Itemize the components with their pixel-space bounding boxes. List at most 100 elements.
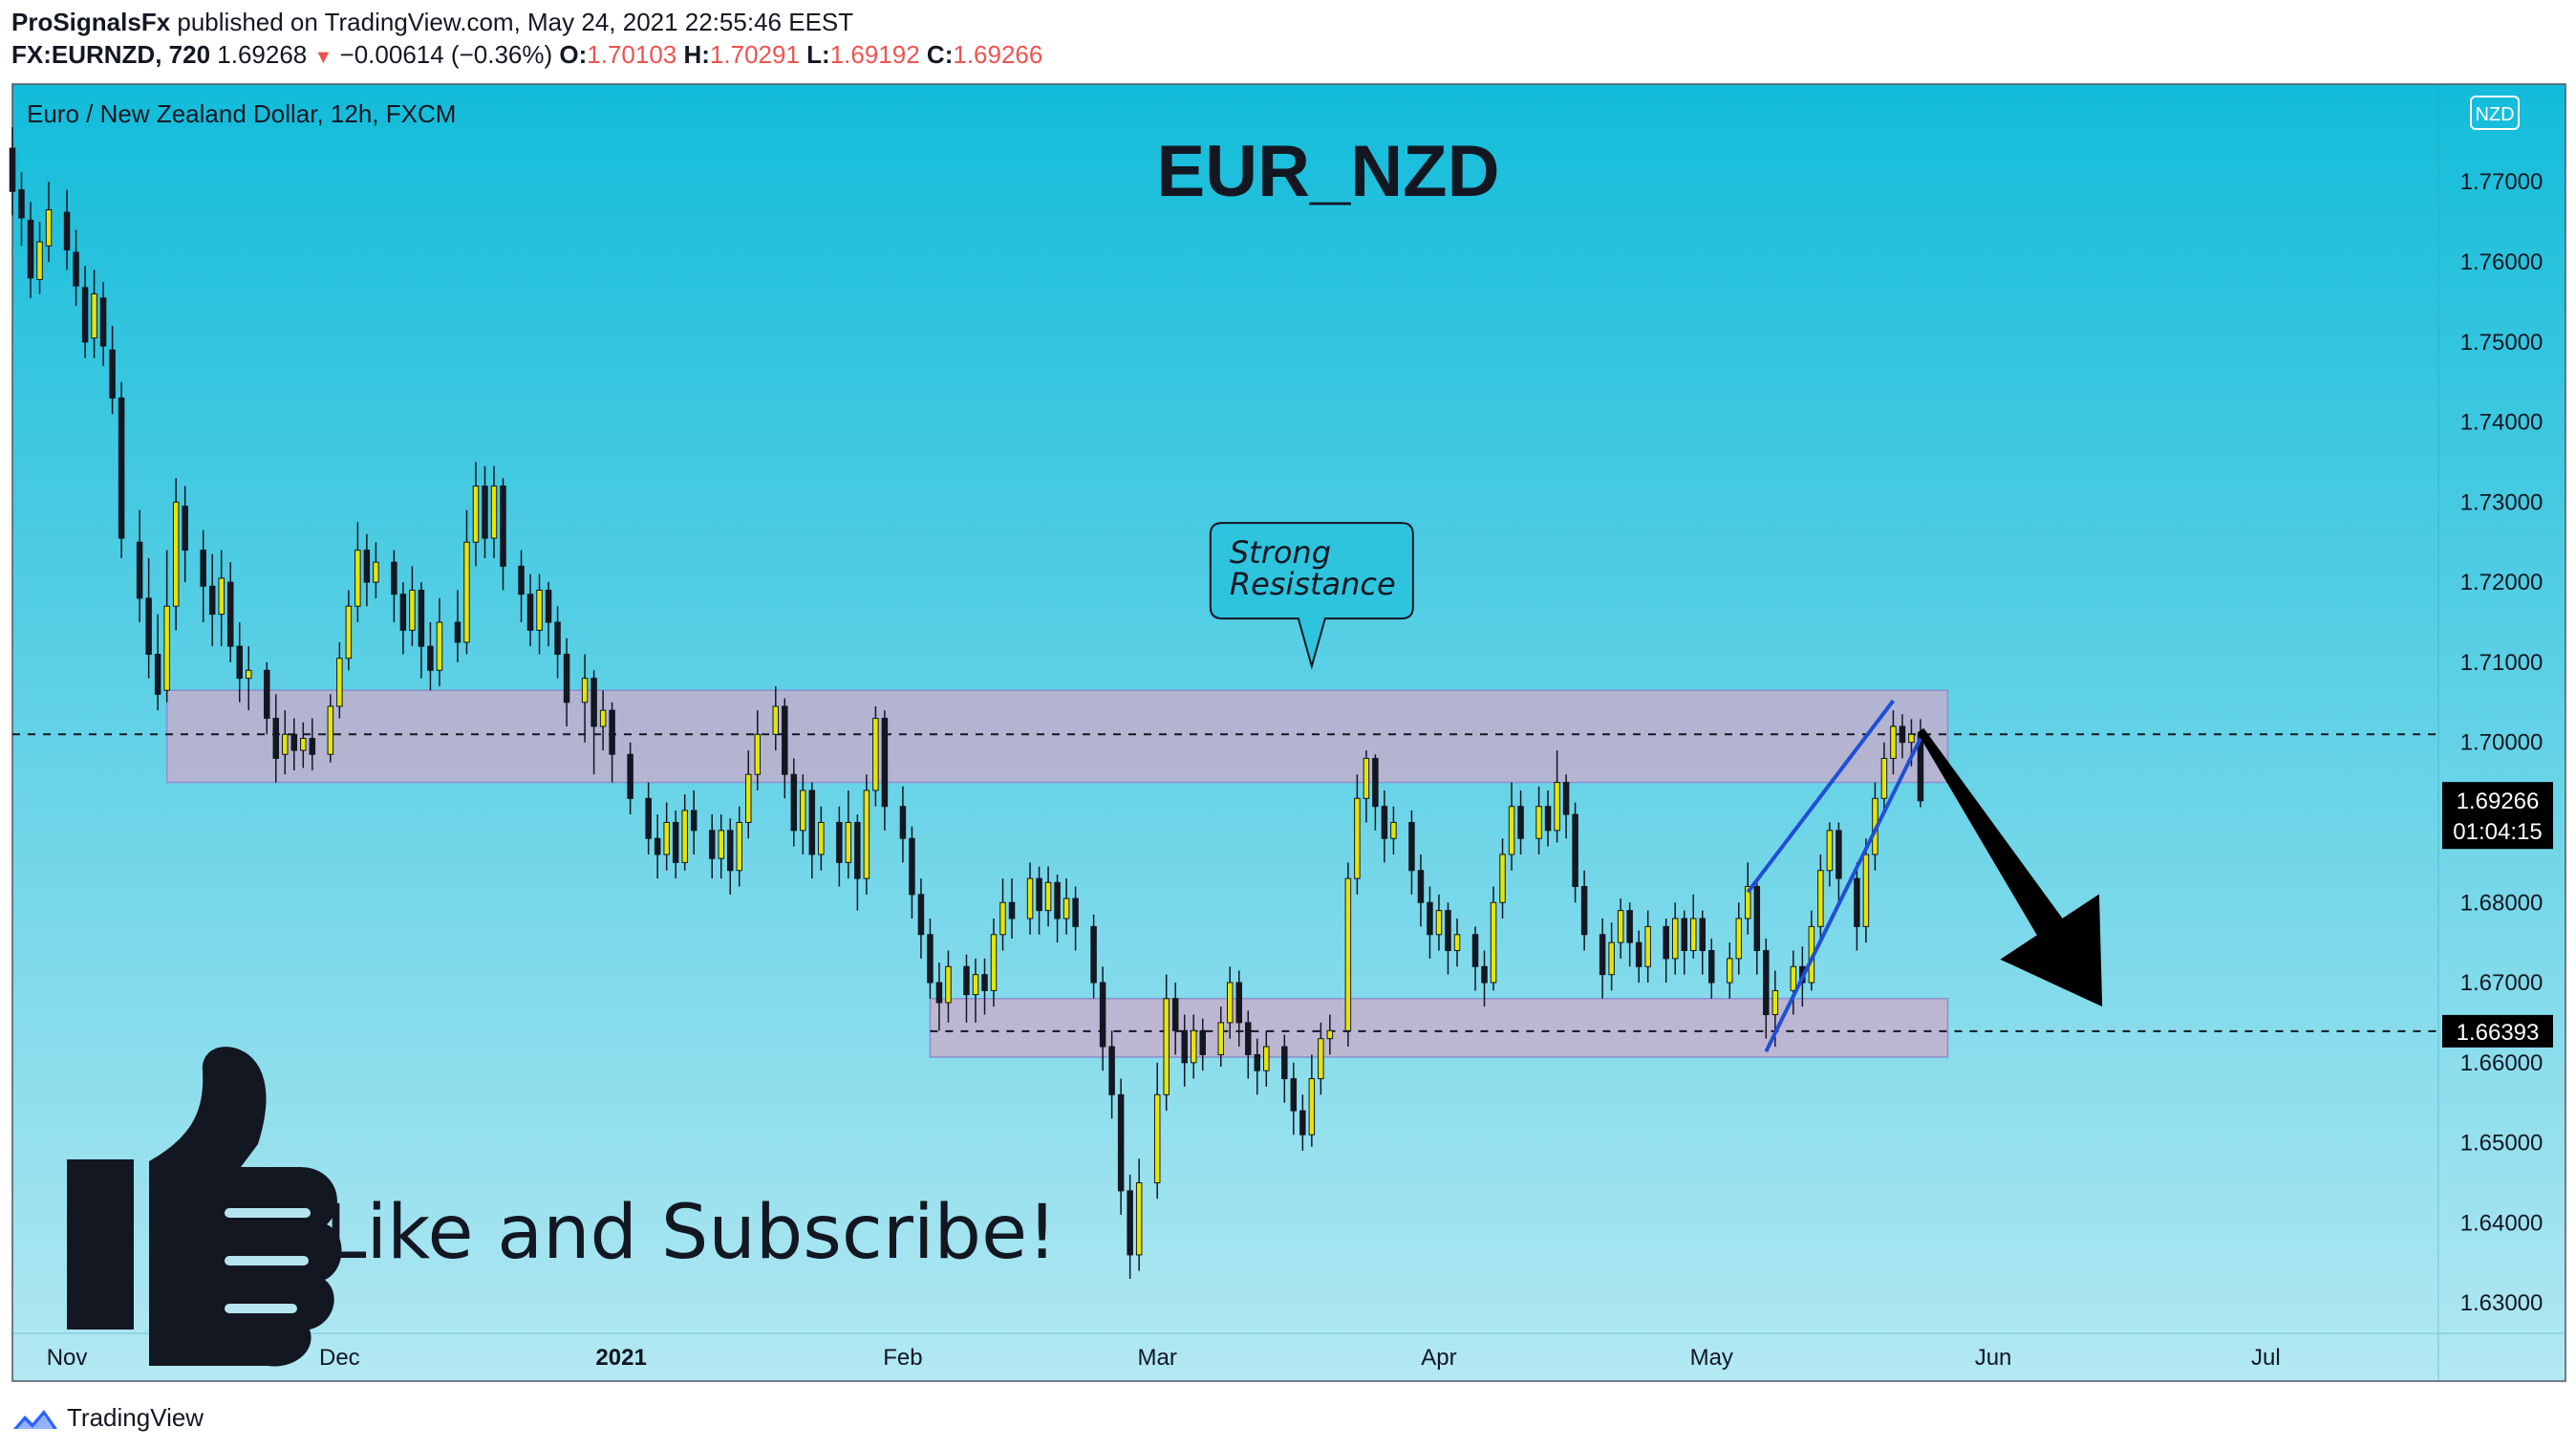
candle[interactable]	[1326, 1029, 1334, 1040]
candle[interactable]	[300, 737, 307, 751]
candle[interactable]	[1453, 934, 1461, 952]
candle[interactable]	[1171, 998, 1179, 1031]
candle[interactable]	[609, 709, 615, 755]
candle[interactable]	[681, 810, 688, 863]
channel-upper-line[interactable]	[1746, 699, 1896, 894]
candle[interactable]	[726, 830, 734, 872]
candle[interactable]	[627, 753, 633, 799]
candle[interactable]	[1036, 877, 1042, 912]
candle[interactable]	[1153, 1093, 1161, 1183]
last-price-tag[interactable]	[2442, 782, 2553, 850]
candle[interactable]	[708, 830, 716, 859]
candle[interactable]	[800, 789, 806, 832]
candle[interactable]	[1626, 910, 1633, 943]
candle[interactable]	[754, 733, 762, 775]
candle[interactable]	[945, 965, 952, 1004]
candle[interactable]	[1753, 885, 1761, 952]
candle[interactable]	[1899, 725, 1906, 744]
candle[interactable]	[1127, 1190, 1133, 1256]
candle[interactable]	[1117, 1093, 1125, 1192]
candle[interactable]	[1699, 918, 1706, 952]
candle[interactable]	[264, 669, 270, 720]
candle[interactable]	[290, 733, 298, 751]
candle[interactable]	[1199, 1029, 1206, 1055]
candle[interactable]	[518, 565, 525, 595]
candle[interactable]	[690, 810, 698, 832]
candle[interactable]	[1408, 821, 1415, 872]
candle[interactable]	[1562, 782, 1570, 815]
candle[interactable]	[1263, 1046, 1270, 1071]
candle[interactable]	[1235, 982, 1243, 1024]
tradingview-footer[interactable]: TradingView	[11, 1403, 204, 1433]
candle[interactable]	[1635, 941, 1642, 967]
candle[interactable]	[536, 590, 543, 631]
candle[interactable]	[790, 773, 798, 832]
candle[interactable]	[1471, 934, 1479, 967]
candle[interactable]	[1372, 757, 1379, 808]
candle[interactable]	[1735, 918, 1743, 960]
candle[interactable]	[1835, 830, 1842, 879]
candle[interactable]	[118, 397, 125, 539]
candle[interactable]	[1908, 733, 1915, 744]
candle[interactable]	[154, 654, 161, 695]
candle[interactable]	[1517, 806, 1524, 839]
candle[interactable]	[472, 486, 480, 543]
candle[interactable]	[1681, 918, 1687, 952]
candle[interactable]	[327, 705, 334, 755]
candle[interactable]	[409, 590, 416, 631]
candle[interactable]	[1099, 982, 1106, 1048]
candle[interactable]	[526, 594, 534, 631]
candle[interactable]	[1363, 757, 1370, 799]
candle[interactable]	[1826, 830, 1834, 872]
candle[interactable]	[363, 550, 371, 583]
candle[interactable]	[1227, 982, 1234, 1024]
candle[interactable]	[1245, 1022, 1252, 1055]
candle[interactable]	[1090, 925, 1097, 984]
candle[interactable]	[1580, 885, 1588, 936]
candle[interactable]	[1135, 1181, 1143, 1256]
candle[interactable]	[1481, 965, 1488, 984]
candle[interactable]	[282, 733, 289, 755]
candle[interactable]	[981, 974, 988, 991]
candle[interactable]	[581, 678, 589, 703]
candle[interactable]	[1008, 901, 1016, 919]
candle[interactable]	[745, 773, 752, 823]
candle[interactable]	[163, 605, 170, 691]
zone-support[interactable]	[929, 998, 1949, 1058]
candle[interactable]	[963, 965, 970, 996]
candle[interactable]	[1344, 877, 1352, 1031]
currency-badge[interactable]	[2470, 96, 2520, 130]
candle[interactable]	[1554, 782, 1560, 832]
candle[interactable]	[454, 621, 462, 643]
candle[interactable]	[899, 806, 907, 839]
candle[interactable]	[1544, 806, 1552, 832]
candle[interactable]	[208, 585, 216, 616]
candle[interactable]	[1535, 806, 1542, 839]
candle[interactable]	[27, 219, 34, 279]
candle[interactable]	[427, 645, 434, 671]
annotation-callout[interactable]	[1209, 522, 1414, 670]
candle[interactable]	[354, 550, 361, 607]
candle[interactable]	[18, 189, 25, 219]
candle[interactable]	[808, 789, 816, 855]
candle[interactable]	[935, 982, 943, 1004]
candle[interactable]	[1862, 854, 1870, 927]
candle[interactable]	[1054, 881, 1061, 919]
candle[interactable]	[399, 594, 407, 631]
candle[interactable]	[545, 590, 552, 623]
candle[interactable]	[1381, 806, 1388, 839]
candle[interactable]	[927, 934, 934, 984]
candle[interactable]	[1308, 1078, 1316, 1135]
candle[interactable]	[736, 821, 742, 872]
candle[interactable]	[672, 821, 679, 863]
candle[interactable]	[1108, 1046, 1115, 1095]
candle[interactable]	[1490, 901, 1497, 984]
candle[interactable]	[1427, 901, 1433, 936]
candle[interactable]	[836, 821, 843, 863]
candle[interactable]	[99, 297, 107, 347]
candle[interactable]	[1663, 925, 1669, 960]
candle[interactable]	[9, 147, 16, 192]
channel-lower-line[interactable]	[1764, 737, 1922, 1052]
zone-resistance[interactable]	[165, 689, 1949, 784]
